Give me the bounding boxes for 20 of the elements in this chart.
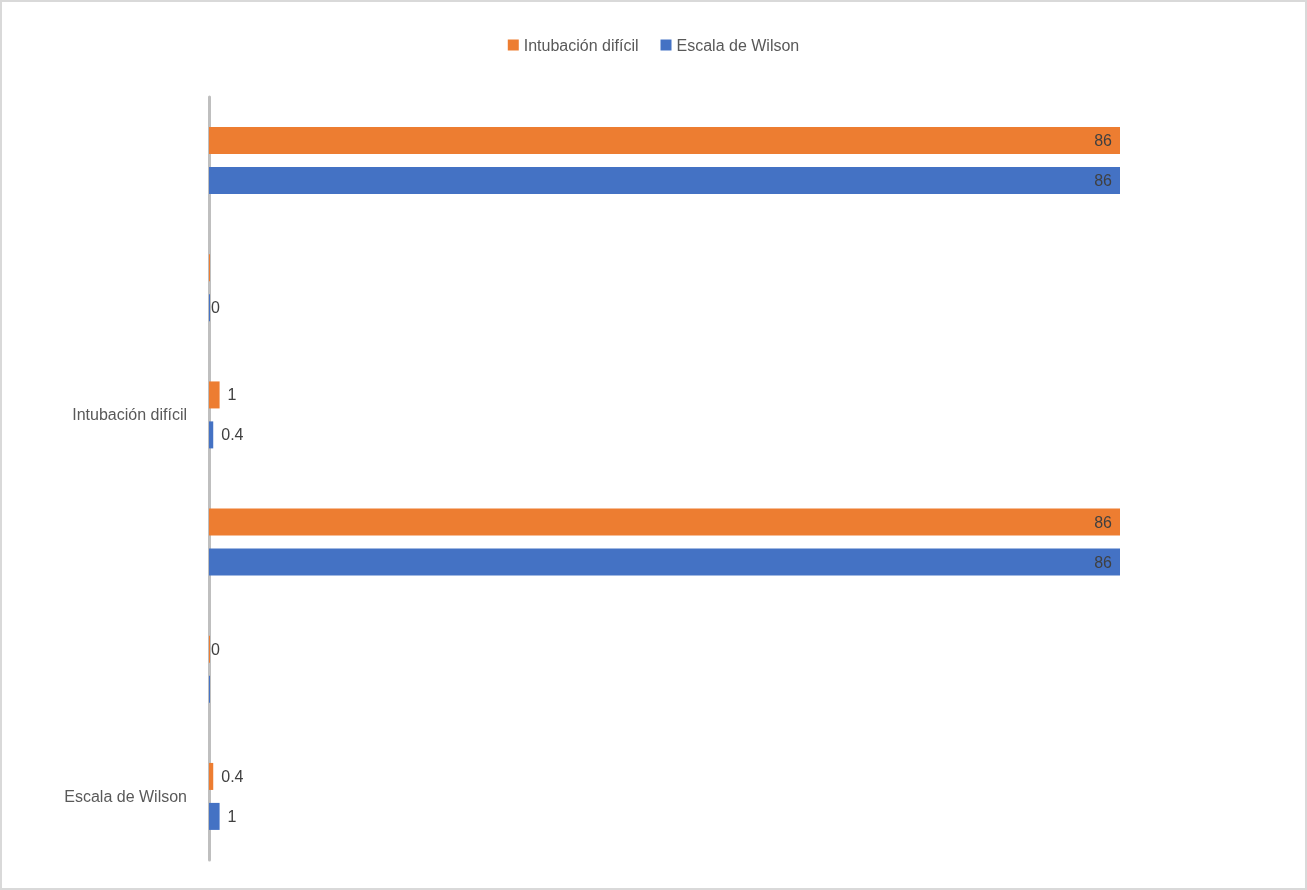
data-label: 0 [211, 299, 220, 317]
data-label: 86 [1094, 513, 1113, 531]
data-label: 86 [1094, 553, 1113, 571]
bar [209, 508, 1120, 536]
bar [209, 381, 220, 409]
bar [209, 167, 1120, 195]
data-label: 0 [211, 640, 220, 658]
data-label: 0.4 [221, 426, 244, 444]
data-label: 86 [1094, 172, 1113, 190]
bar [209, 802, 220, 830]
legend-label: Intubación difícil [523, 36, 639, 54]
data-label: 0.4 [221, 767, 244, 785]
bar [209, 421, 214, 449]
data-label: 1 [227, 386, 237, 404]
data-label: 1 [227, 807, 237, 825]
data-label: 86 [1094, 132, 1113, 150]
bar [209, 762, 214, 790]
legend-label: Escala de Wilson [676, 36, 800, 54]
bar [209, 127, 1120, 155]
bar [209, 548, 1120, 576]
